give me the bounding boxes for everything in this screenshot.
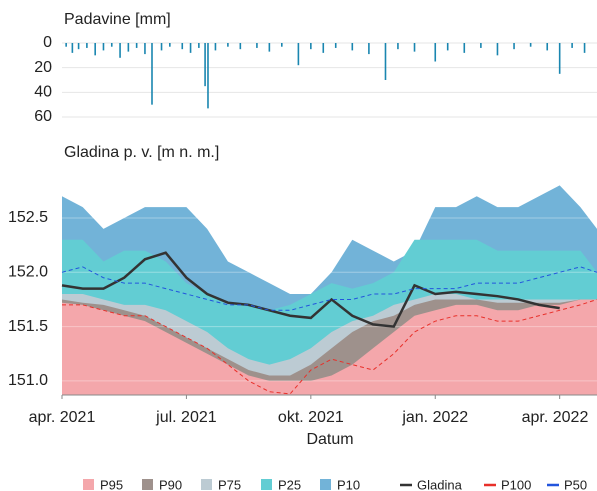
y-tick-label: 152.5 bbox=[8, 209, 48, 226]
precipitation-bar bbox=[446, 43, 449, 51]
x-tick-label: jan. 2022 bbox=[401, 409, 468, 426]
precipitation-bar bbox=[297, 43, 300, 66]
legend-label: P75 bbox=[218, 477, 241, 491]
x-tick-label: okt. 2021 bbox=[278, 409, 344, 426]
precipitation-bar bbox=[71, 43, 74, 53]
legend-label: P95 bbox=[100, 477, 123, 491]
y-tick-label: 152.0 bbox=[8, 264, 48, 281]
y-tick-label: 151.5 bbox=[8, 318, 48, 335]
precipitation-bar bbox=[227, 43, 229, 47]
y-tick-label: 0 bbox=[43, 34, 52, 51]
precipitation-bar bbox=[268, 43, 271, 52]
precipitation-bar bbox=[397, 43, 399, 50]
precipitation-bar bbox=[127, 43, 130, 52]
precipitation-bar bbox=[529, 43, 532, 47]
precipitation-bar bbox=[198, 43, 200, 48]
panel-title: Padavine [mm] bbox=[64, 11, 171, 28]
precipitation-bar bbox=[204, 43, 206, 87]
legend-label: P50 bbox=[564, 477, 587, 491]
precipitation-bar bbox=[513, 43, 515, 50]
precipitation-bar bbox=[144, 43, 146, 55]
legend-swatch bbox=[261, 479, 272, 490]
precipitation-bar bbox=[434, 43, 437, 62]
precipitation-bar bbox=[546, 43, 549, 51]
precipitation-bar bbox=[368, 43, 370, 55]
legend-label: P25 bbox=[278, 477, 301, 491]
y-tick-label: 60 bbox=[34, 108, 52, 125]
precipitation-bar bbox=[94, 43, 96, 56]
panel-title: Gladina p. v. [m n. m.] bbox=[64, 144, 219, 161]
legend-label: Gladina bbox=[417, 477, 463, 491]
precipitation-bar bbox=[207, 43, 209, 109]
legend-label: P90 bbox=[159, 477, 182, 491]
precipitation-bar bbox=[558, 43, 561, 74]
precipitation-bar bbox=[214, 43, 217, 51]
precipitation-bar bbox=[151, 43, 153, 105]
precipitation-bar bbox=[583, 43, 586, 53]
precipitation-bar bbox=[169, 43, 171, 47]
precipitation-bar bbox=[256, 43, 258, 48]
precipitation-bar bbox=[384, 43, 387, 80]
legend-swatch bbox=[201, 479, 212, 490]
x-tick-label: apr. 2021 bbox=[29, 409, 96, 426]
precipitation-bar bbox=[160, 43, 163, 51]
precipitation-bar bbox=[181, 43, 184, 50]
legend-swatch bbox=[83, 479, 94, 490]
legend-swatch bbox=[320, 479, 331, 490]
series-line bbox=[61, 266, 597, 311]
precipitation-bar bbox=[77, 43, 80, 50]
precipitation-bar bbox=[110, 43, 113, 47]
precipitation-bar bbox=[65, 43, 67, 47]
precipitation-bar bbox=[496, 43, 499, 56]
precipitation-bar bbox=[413, 43, 416, 52]
precipitation-bar bbox=[86, 43, 88, 48]
x-tick-label: apr. 2022 bbox=[522, 409, 589, 426]
series-line bbox=[62, 298, 597, 395]
precipitation-bar bbox=[189, 43, 192, 53]
precipitation-bar bbox=[334, 43, 337, 48]
precipitation-bar bbox=[102, 43, 105, 51]
legend-label: P10 bbox=[337, 477, 360, 491]
x-tick-label: jul. 2021 bbox=[155, 409, 217, 426]
legend-swatch bbox=[142, 479, 153, 490]
precipitation-bar bbox=[135, 43, 138, 48]
precipitation-bar bbox=[322, 43, 325, 53]
y-tick-label: 20 bbox=[34, 59, 52, 76]
y-tick-label: 151.0 bbox=[8, 372, 48, 389]
series-line bbox=[61, 251, 560, 328]
precipitation-bar bbox=[281, 43, 283, 47]
precipitation-bar bbox=[463, 43, 466, 53]
precipitation-bar bbox=[571, 43, 573, 48]
x-axis-title: Datum bbox=[306, 431, 353, 448]
percentile-band bbox=[62, 299, 597, 395]
precipitation-bar bbox=[351, 43, 354, 51]
legend-label: P100 bbox=[501, 477, 531, 491]
y-tick-label: 40 bbox=[34, 84, 52, 101]
precipitation-bar bbox=[310, 43, 312, 50]
precipitation-bar bbox=[119, 43, 121, 58]
precipitation-bar bbox=[480, 43, 482, 48]
precipitation-bar bbox=[239, 43, 242, 50]
